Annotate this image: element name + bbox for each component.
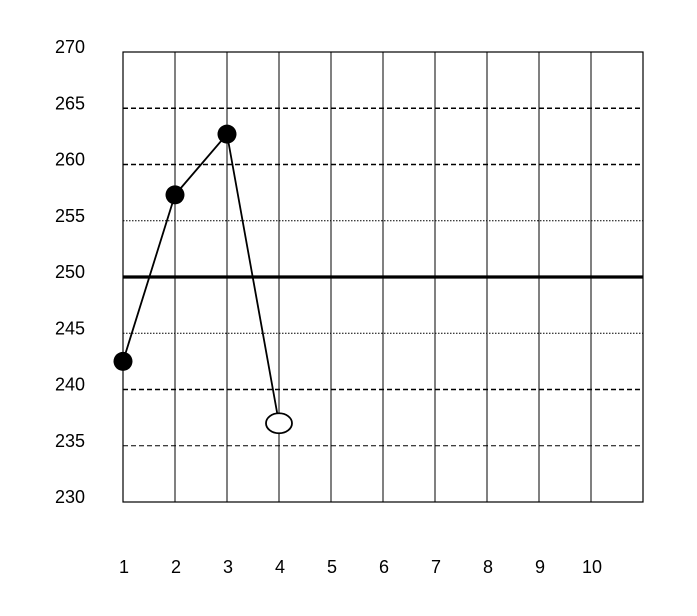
grid [122, 51, 644, 503]
y-tick-label: 265 [55, 93, 85, 113]
x-tick-label: 3 [223, 557, 233, 577]
y-tick-label: 255 [55, 206, 85, 226]
x-tick-label: 4 [275, 557, 285, 577]
data-point-open [265, 412, 293, 435]
x-tick-label: 10 [582, 557, 602, 577]
x-axis-labels: 1 2 3 4 5 6 7 8 9 10 [119, 557, 602, 577]
x-tick-label: 8 [483, 557, 493, 577]
y-tick-label: 240 [55, 375, 85, 395]
x-tick-label: 1 [119, 557, 129, 577]
y-tick-label: 235 [55, 431, 85, 451]
y-tick-label: 250 [55, 262, 85, 282]
data-point [165, 185, 185, 205]
data-point [113, 351, 133, 371]
data-point [217, 124, 237, 144]
x-tick-label: 5 [327, 557, 337, 577]
x-tick-label: 7 [431, 557, 441, 577]
y-tick-label: 260 [55, 150, 85, 170]
y-tick-label: 245 [55, 318, 85, 338]
x-tick-label: 2 [171, 557, 181, 577]
y-tick-label: 270 [55, 37, 85, 57]
data-series [113, 124, 293, 435]
series-line [122, 132, 280, 424]
y-axis-labels: 270 265 260 255 250 245 240 235 230 [55, 37, 85, 507]
x-tick-label: 6 [379, 557, 389, 577]
y-tick-label: 230 [55, 487, 85, 507]
x-tick-label: 9 [535, 557, 545, 577]
